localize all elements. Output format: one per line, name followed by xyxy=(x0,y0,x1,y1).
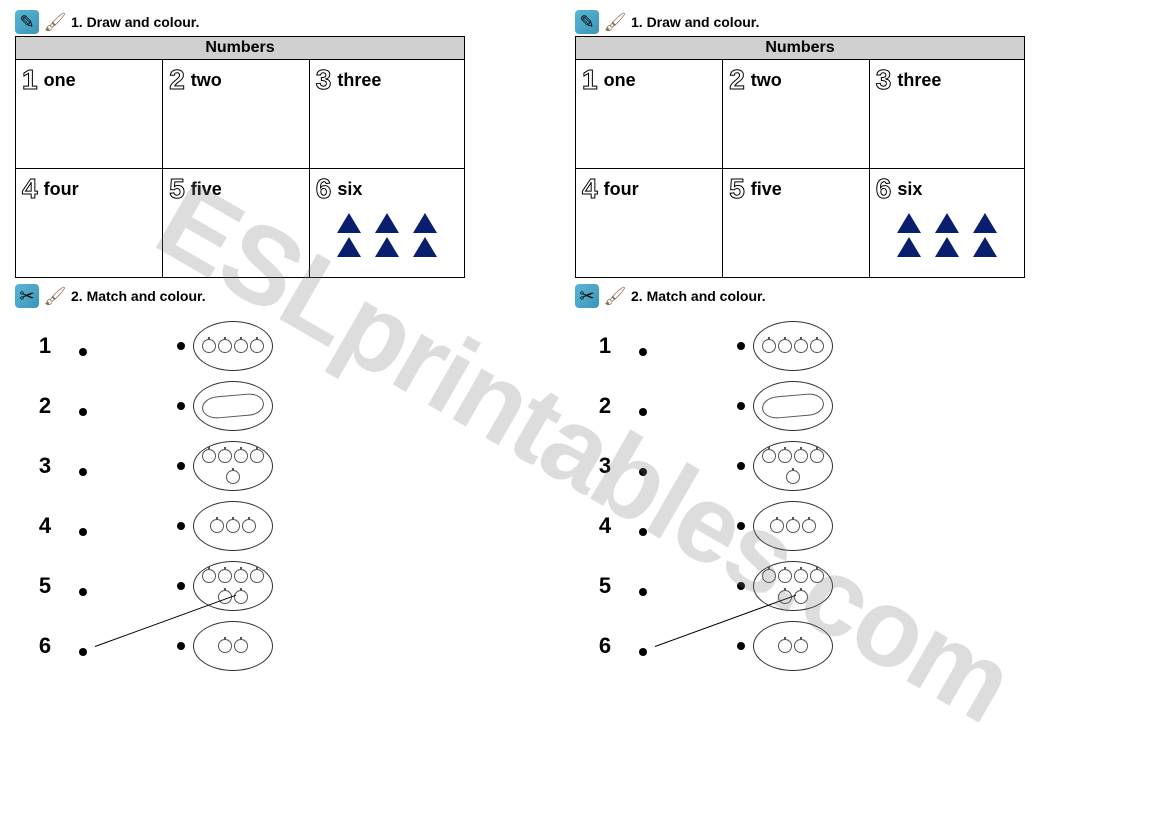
digit-5: 5 xyxy=(169,173,185,205)
dot-right-5 xyxy=(177,582,185,590)
match-row-1: 1 xyxy=(575,316,1055,376)
brush-icon: 🖌 xyxy=(603,10,627,34)
match-row-3: 3 xyxy=(15,436,495,496)
match-num-3: 3 xyxy=(15,453,75,479)
brush-icon: 🖌 xyxy=(43,10,67,34)
match-section: 1 2 3 4 5 6 xyxy=(15,316,495,676)
digit-1: 1 xyxy=(22,64,38,96)
exercise1-header: ✎ 🖌 1. Draw and colour. xyxy=(15,10,495,34)
word-three: three xyxy=(337,70,381,91)
six-triangles xyxy=(316,211,458,259)
digit-2: 2 xyxy=(169,64,185,96)
dot-left-4 xyxy=(79,528,87,536)
brush-icon-2: 🖌 xyxy=(43,284,67,308)
table-header-r: Numbers xyxy=(576,37,1025,60)
dot-left-1 xyxy=(79,348,87,356)
cell-5: 5 five xyxy=(163,169,310,278)
match-row-5: 5 xyxy=(575,556,1055,616)
match-row-2: 2 xyxy=(575,376,1055,436)
dot-left-3 xyxy=(79,468,87,476)
cell-2-r: 2two xyxy=(723,60,870,169)
dot-right-1 xyxy=(177,342,185,350)
six-triangles-r xyxy=(876,211,1018,259)
worksheet-left: ✎ 🖌 1. Draw and colour. Numbers 1 one 2 tw… xyxy=(15,10,495,676)
cell-4: 4 four xyxy=(16,169,163,278)
table-header: Numbers xyxy=(16,37,465,60)
digit-6: 6 xyxy=(316,173,332,205)
match-row-1: 1 xyxy=(15,316,495,376)
match-row-5: 5 xyxy=(15,556,495,616)
word-one: one xyxy=(44,70,76,91)
match-num-1: 1 xyxy=(15,333,75,359)
exercise1-title: 1. Draw and colour. xyxy=(71,14,199,30)
dot-right-4 xyxy=(177,522,185,530)
exercise2-title: 2. Match and colour. xyxy=(71,288,206,304)
worksheet-right: ✎ 🖌 1. Draw and colour. Numbers 1one 2tw… xyxy=(575,10,1055,676)
match-section-r: 1 2 3 4 5 6 xyxy=(575,316,1055,676)
dot-left-6 xyxy=(79,648,87,656)
oval-3 xyxy=(193,441,273,491)
word-six: six xyxy=(337,179,362,200)
match-row-6: 6 xyxy=(575,616,1055,676)
exercise1-header-r: ✎ 🖌 1. Draw and colour. xyxy=(575,10,1055,34)
dot-left-5 xyxy=(79,588,87,596)
cell-6-r: 6six xyxy=(869,169,1024,278)
oval-1 xyxy=(193,321,273,371)
dot-left-2 xyxy=(79,408,87,416)
cell-5-r: 5five xyxy=(723,169,870,278)
numbers-table: Numbers 1 one 2 two 3three 4 four 5 five 6si… xyxy=(15,36,465,278)
dot-right-3 xyxy=(177,462,185,470)
pencil-icon: ✎ xyxy=(575,10,599,34)
match-num-6: 6 xyxy=(15,633,75,659)
scissors-icon: ✂ xyxy=(15,284,39,308)
digit-3: 3 xyxy=(316,64,332,96)
scissors-icon: ✂ xyxy=(575,284,599,308)
cell-4-r: 4four xyxy=(576,169,723,278)
cell-2: 2 two xyxy=(163,60,310,169)
digit-4: 4 xyxy=(22,173,38,205)
numbers-table-r: Numbers 1one 2two 3three 4four 5five 6si… xyxy=(575,36,1025,278)
word-four: four xyxy=(44,179,79,200)
dot-right-6 xyxy=(177,642,185,650)
exercise2-title-r: 2. Match and colour. xyxy=(631,288,766,304)
exercise2-header-r: ✂ 🖌 2. Match and colour. xyxy=(575,284,1055,308)
brush-icon-2: 🖌 xyxy=(603,284,627,308)
match-num-5: 5 xyxy=(15,573,75,599)
match-num-4: 4 xyxy=(15,513,75,539)
oval-6 xyxy=(193,621,273,671)
match-row-4: 4 xyxy=(15,496,495,556)
oval-5 xyxy=(193,561,273,611)
cell-6: 6six xyxy=(309,169,464,278)
match-num-2: 2 xyxy=(15,393,75,419)
word-five: five xyxy=(191,179,222,200)
match-row-2: 2 xyxy=(15,376,495,436)
match-row-3: 3 xyxy=(575,436,1055,496)
word-two: two xyxy=(191,70,222,91)
match-row-4: 4 xyxy=(575,496,1055,556)
cell-1: 1 one xyxy=(16,60,163,169)
exercise1-title-r: 1. Draw and colour. xyxy=(631,14,759,30)
pencil-icon: ✎ xyxy=(15,10,39,34)
exercise2-header: ✂ 🖌 2. Match and colour. xyxy=(15,284,495,308)
oval-2 xyxy=(193,381,273,431)
dot-right-2 xyxy=(177,402,185,410)
oval-4 xyxy=(193,501,273,551)
cell-1-r: 1one xyxy=(576,60,723,169)
match-row-6: 6 xyxy=(15,616,495,676)
cell-3-r: 3three xyxy=(869,60,1024,169)
cell-3: 3three xyxy=(309,60,464,169)
